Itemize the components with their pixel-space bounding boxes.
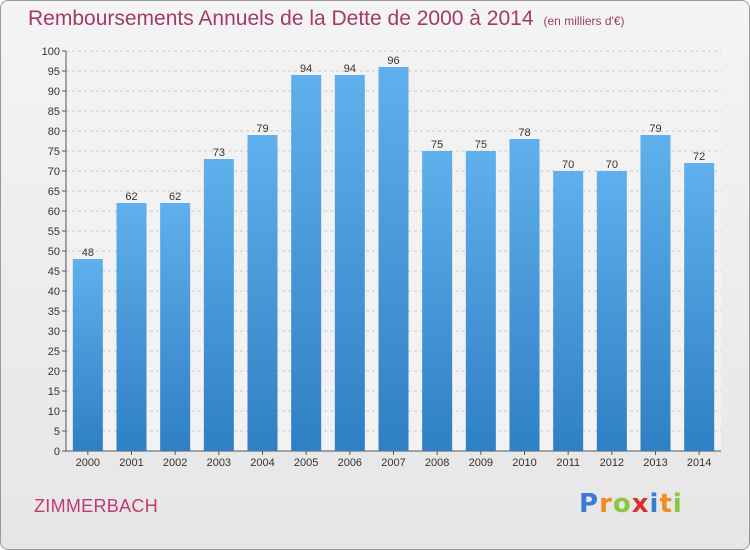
y-tick-label: 50 [48, 246, 60, 258]
logo-letter: o [612, 489, 632, 519]
chart-title: Remboursements Annuels de la Dette de 20… [28, 7, 625, 31]
commune-name: ZIMMERBACH [34, 496, 158, 516]
logo-letter: P [579, 489, 600, 519]
y-tick-label: 95 [48, 66, 60, 78]
bar [465, 151, 496, 451]
data-label: 70 [606, 159, 618, 171]
bar [247, 135, 278, 451]
x-tick-label: 2013 [643, 457, 667, 469]
data-label: 79 [649, 123, 661, 135]
y-tick-label: 5 [54, 426, 60, 438]
y-tick-label: 20 [48, 366, 60, 378]
x-tick-label: 2011 [556, 457, 580, 469]
bar [509, 139, 540, 451]
data-label: 96 [387, 55, 399, 67]
x-tick-label: 2003 [207, 457, 231, 469]
bar [72, 259, 103, 451]
y-tick-label: 0 [54, 446, 60, 458]
x-tick-label: 2001 [119, 457, 143, 469]
bar-layer [72, 67, 715, 451]
bar [640, 135, 671, 451]
data-label: 94 [344, 63, 356, 75]
x-tick-label: 2006 [338, 457, 362, 469]
y-tick-label: 55 [48, 226, 60, 238]
logo-letter: t [659, 489, 673, 519]
bar [203, 159, 234, 451]
y-tick-label: 10 [48, 406, 60, 418]
logo-letter: r [599, 489, 613, 519]
y-tick-label: 65 [48, 186, 60, 198]
x-tick-label: 2008 [425, 457, 449, 469]
y-tick-label: 40 [48, 286, 60, 298]
unit-note: (en milliers d'€) [543, 14, 625, 28]
x-tick-label: 2002 [163, 457, 187, 469]
bar [553, 171, 584, 451]
logo-letter: x [631, 489, 650, 519]
y-tick-label: 80 [48, 126, 60, 138]
x-tick-label: 2000 [76, 457, 100, 469]
y-tick-label: 90 [48, 86, 60, 98]
data-label: 75 [475, 139, 487, 151]
data-label: 79 [256, 123, 268, 135]
x-tick-label: 2012 [600, 457, 624, 469]
y-tick-label: 35 [48, 306, 60, 318]
y-tick-label: 100 [42, 46, 60, 58]
bar [116, 203, 147, 451]
data-label: 62 [125, 191, 137, 203]
y-tick-label: 25 [48, 346, 60, 358]
data-label: 48 [82, 247, 94, 259]
data-label: 73 [213, 147, 225, 159]
bar [596, 171, 627, 451]
data-label: 62 [169, 191, 181, 203]
bar [422, 151, 453, 451]
data-label: 78 [518, 127, 530, 139]
y-tick-label: 60 [48, 206, 60, 218]
proxiti-logo: Proxiti [579, 489, 683, 519]
bar [378, 67, 409, 451]
logo-letter: i [649, 489, 660, 519]
x-tick-label: 2007 [381, 457, 405, 469]
y-tick-label: 75 [48, 146, 60, 158]
y-tick-label: 70 [48, 166, 60, 178]
data-label: 94 [300, 63, 312, 75]
bar [160, 203, 191, 451]
y-tick-label: 15 [48, 386, 60, 398]
x-tick-label: 2010 [512, 457, 536, 469]
data-label: 72 [693, 151, 705, 163]
bar [291, 75, 322, 451]
x-tick-label: 2004 [250, 457, 274, 469]
bar [334, 75, 365, 451]
y-tick-label: 30 [48, 326, 60, 338]
data-label: 75 [431, 139, 443, 151]
x-tick-label: 2014 [687, 457, 711, 469]
y-tick-label: 85 [48, 106, 60, 118]
logo-letter: i [672, 489, 683, 519]
label-layer: 48 62 62 73 79 94 94 96 75 75 78 70 70 79 72 [82, 55, 706, 259]
data-label: 70 [562, 159, 574, 171]
x-tick-label: 2005 [294, 457, 318, 469]
x-tick-label: 2009 [469, 457, 493, 469]
y-tick-label: 45 [48, 266, 60, 278]
bar [684, 163, 715, 451]
chart-title-text: Remboursements Annuels de la Dette de 20… [28, 7, 534, 30]
